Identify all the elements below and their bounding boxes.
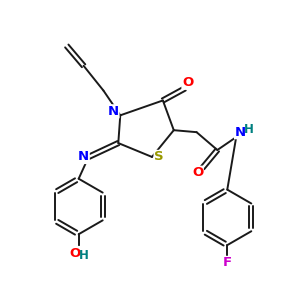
Text: S: S — [154, 150, 164, 164]
Text: N: N — [235, 126, 246, 139]
Text: H: H — [79, 248, 88, 262]
Text: N: N — [108, 105, 119, 118]
Text: F: F — [223, 256, 232, 269]
Text: O: O — [182, 76, 193, 89]
Text: N: N — [78, 150, 89, 164]
Text: O: O — [69, 247, 80, 260]
Text: O: O — [192, 166, 203, 179]
Text: H: H — [244, 123, 254, 136]
